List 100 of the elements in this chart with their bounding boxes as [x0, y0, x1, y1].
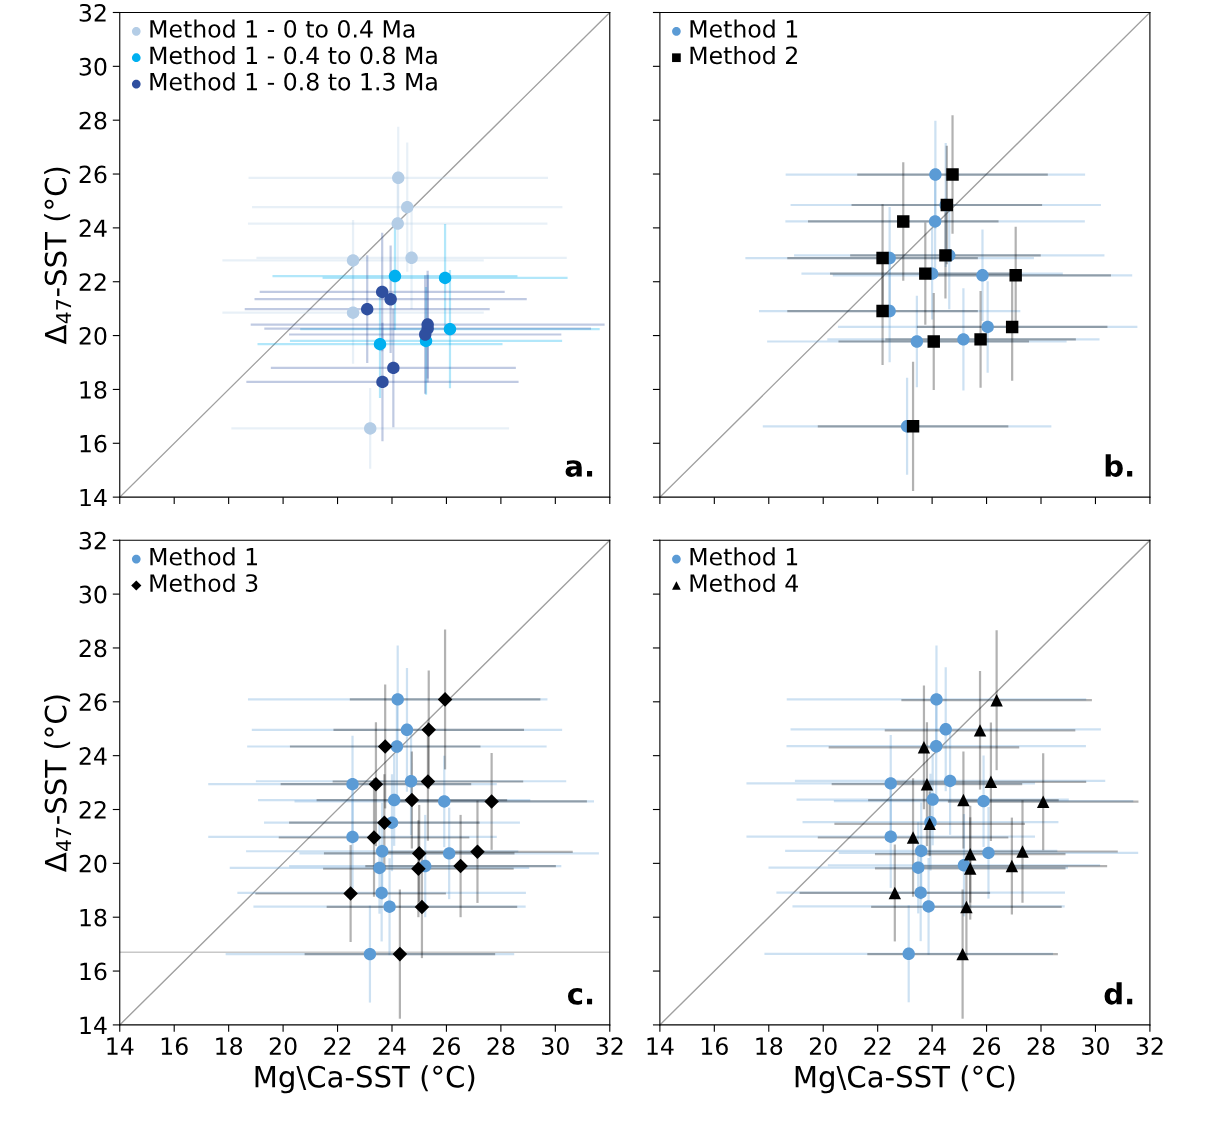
x-tick-label: 18: [216, 1037, 243, 1055]
point: [939, 249, 952, 262]
point: [392, 946, 408, 962]
x-tick-label: 28: [1027, 1037, 1055, 1055]
x-tick-label: 26: [973, 1037, 1001, 1055]
y-tick-label: 14: [80, 1016, 107, 1034]
point: [906, 420, 920, 433]
y-tick-label: 20: [79, 327, 107, 345]
legend-label: Method 1: [150, 547, 257, 566]
point: [957, 333, 970, 346]
point: [364, 422, 377, 435]
point: [384, 293, 397, 306]
point: [915, 844, 928, 858]
x-tick-label: 20: [809, 1037, 837, 1055]
point: [421, 722, 437, 738]
point: [438, 271, 452, 285]
point: [897, 215, 910, 228]
point: [346, 306, 360, 319]
y-tick-label: 26: [79, 165, 107, 184]
annotation: a.: [565, 460, 593, 477]
point: [390, 740, 404, 753]
point: [876, 304, 889, 318]
point: [910, 335, 924, 348]
point: [375, 845, 389, 858]
y-tick-label: 24: [79, 219, 107, 237]
x-tick-label: 32: [596, 1037, 623, 1055]
legend-label: Method 1 - 0 to 0.4 Ma: [150, 19, 415, 38]
point: [1016, 845, 1029, 858]
x-tick-label: 24: [918, 1037, 946, 1055]
point: [376, 375, 389, 389]
point: [361, 302, 374, 316]
point: [392, 171, 405, 185]
x-tick-label: 26: [433, 1037, 460, 1055]
point: [939, 723, 952, 736]
point: [982, 846, 995, 860]
y-tick-label: 22: [79, 800, 106, 819]
x-tick-label: 30: [1082, 1037, 1109, 1055]
y-tick-label: 14: [80, 488, 107, 507]
point: [956, 947, 969, 961]
point: [957, 793, 970, 807]
legend-label: Method 1: [690, 547, 798, 566]
point: [377, 739, 393, 754]
point: [927, 335, 940, 348]
annotation: b.: [1105, 454, 1133, 477]
point: [1036, 795, 1050, 808]
legend-label: Method 1 - 0.4 to 0.8 Ma: [150, 45, 437, 65]
point: [404, 775, 418, 788]
point: [343, 886, 358, 901]
y-tick-label: 20: [79, 854, 107, 873]
legend-label: Method 1 - 0.8 to 1.3 Ma: [150, 72, 437, 91]
point: [922, 900, 935, 913]
point: [391, 217, 404, 230]
point: [346, 830, 359, 844]
point: [404, 792, 420, 808]
point: [387, 361, 400, 375]
y-axis-title: Δ$_{47}$-SST (°C): [44, 695, 72, 873]
point: [391, 693, 404, 706]
point: [414, 899, 430, 915]
point: [964, 847, 977, 861]
x-tick-label: 24: [378, 1037, 406, 1055]
point: [363, 947, 377, 961]
x-tick-label: 28: [487, 1037, 515, 1055]
x-tick-label: 18: [756, 1037, 783, 1055]
point: [443, 322, 457, 336]
point: [438, 795, 451, 808]
point: [976, 269, 989, 282]
y-tick-label: 32: [79, 3, 106, 22]
point: [884, 830, 897, 843]
point: [919, 267, 932, 280]
point: [914, 886, 927, 899]
x-tick-label: 14: [647, 1037, 674, 1055]
point: [977, 794, 990, 808]
x-axis-title: Mg\Ca-SST (°C): [795, 1065, 1015, 1094]
y-tick-label: 16: [80, 434, 107, 453]
point: [346, 254, 360, 267]
x-tick-label: 22: [324, 1037, 351, 1055]
x-tick-label: 14: [107, 1037, 134, 1055]
point: [383, 900, 396, 913]
x-tick-label: 30: [542, 1037, 569, 1055]
point: [912, 861, 925, 874]
point: [375, 886, 388, 900]
x-axis-title: Mg\Ca-SST (°C): [255, 1065, 475, 1094]
point: [884, 777, 897, 790]
point: [405, 251, 418, 264]
point: [929, 168, 942, 181]
point: [437, 692, 453, 707]
y-tick-label: 28: [79, 639, 107, 658]
point: [926, 793, 939, 806]
point: [981, 320, 994, 334]
point: [1009, 269, 1022, 282]
point: [930, 693, 943, 706]
x-tick-label: 32: [1136, 1037, 1163, 1055]
point: [387, 793, 401, 807]
point: [973, 724, 987, 737]
point: [920, 777, 934, 791]
point: [411, 861, 426, 877]
point: [484, 794, 499, 809]
y-tick-label: 24: [79, 747, 107, 765]
point: [453, 858, 468, 874]
y-tick-label: 30: [79, 585, 107, 604]
